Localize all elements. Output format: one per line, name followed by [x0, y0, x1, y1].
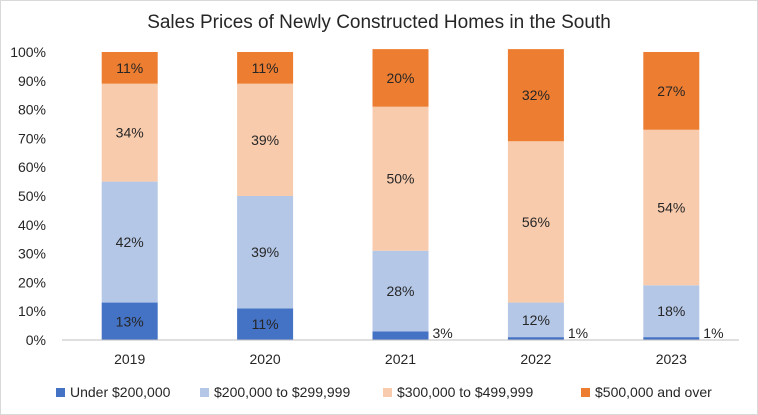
legend-label: $200,000 to $299,999 — [214, 384, 350, 400]
legend-swatch — [56, 388, 65, 397]
data-label: 18% — [657, 303, 685, 319]
x-tick-label: 2019 — [114, 351, 145, 367]
data-label: 13% — [116, 313, 144, 329]
bar-segment — [643, 337, 700, 340]
y-tick-label: 100% — [10, 44, 46, 60]
y-tick-label: 40% — [18, 217, 46, 233]
x-tick-label: 2023 — [656, 351, 687, 367]
data-label: 11% — [116, 60, 143, 76]
y-axis-ticks: 0% 10% 20% 30% 40% 50% 60% 70% 80% 90% 100% — [10, 44, 46, 348]
bar-segment — [643, 52, 700, 130]
data-label: 1% — [703, 325, 723, 341]
data-label: 39% — [251, 244, 279, 260]
bar-segment — [237, 196, 294, 309]
legend: Under $200,000 $200,000 to $299,999 $300,0… — [56, 384, 712, 400]
legend-label: Under $200,000 — [70, 384, 171, 400]
y-tick-label: 80% — [18, 102, 46, 118]
data-label: 54% — [657, 200, 685, 216]
data-label: 50% — [386, 171, 414, 187]
bars-group — [101, 49, 700, 340]
data-label: 27% — [657, 83, 685, 99]
bar-segment — [237, 83, 294, 196]
legend-swatch — [383, 388, 392, 397]
data-label: 3% — [433, 325, 453, 341]
data-label: 34% — [116, 125, 144, 141]
x-tick-label: 2022 — [520, 351, 551, 367]
bar-segment — [507, 302, 564, 338]
bar-segment — [507, 141, 564, 303]
data-labels: 13% 42% 34% 11% 11% 39% 39% 11% 3% 28% 50% 20% 1% 12%… — [116, 60, 724, 341]
y-tick-label: 30% — [18, 246, 46, 262]
y-tick-label: 20% — [18, 274, 46, 290]
bar-segment — [101, 302, 158, 340]
chart-title: Sales Prices of Newly Constructed Homes … — [147, 12, 611, 33]
bar-segment — [372, 106, 429, 251]
bar-segment — [237, 308, 294, 340]
legend-label: $300,000 to $499,999 — [397, 384, 533, 400]
bar-segment — [372, 250, 429, 332]
bar-segment — [101, 52, 158, 84]
y-tick-label: 70% — [18, 130, 46, 146]
data-label: 32% — [522, 87, 550, 103]
data-label: 28% — [386, 283, 414, 299]
data-label: 12% — [522, 312, 550, 328]
data-label: 11% — [252, 316, 279, 332]
bar-segment — [372, 331, 429, 340]
data-label: 39% — [251, 132, 279, 148]
legend-label: $500,000 and over — [595, 384, 712, 400]
bar-segment — [643, 129, 700, 286]
y-tick-label: 60% — [18, 159, 46, 175]
bar-segment — [643, 285, 700, 338]
y-tick-label: 10% — [18, 303, 46, 319]
bar-segment — [372, 49, 429, 107]
bar-segment — [507, 337, 564, 340]
legend-swatch — [581, 388, 590, 397]
legend-swatch — [200, 388, 209, 397]
data-label: 20% — [386, 70, 414, 86]
bar-segment — [101, 181, 158, 303]
y-tick-label: 0% — [26, 332, 46, 348]
data-label: 56% — [522, 214, 550, 230]
data-label: 42% — [116, 234, 144, 250]
x-axis-ticks: 2019 2020 2021 2022 2023 — [114, 351, 687, 367]
bar-segment — [507, 49, 564, 142]
data-label: 11% — [252, 60, 279, 76]
bar-segment — [101, 83, 158, 182]
x-tick-label: 2021 — [385, 351, 416, 367]
x-tick-label: 2020 — [250, 351, 281, 367]
bar-segment — [237, 52, 294, 84]
y-tick-label: 90% — [18, 73, 46, 89]
y-tick-label: 50% — [18, 188, 46, 204]
data-label: 1% — [568, 325, 588, 341]
